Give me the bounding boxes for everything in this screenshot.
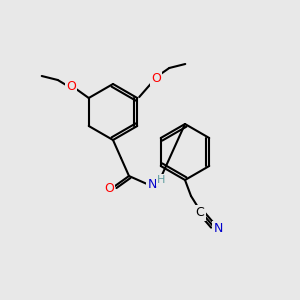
Text: N: N	[213, 223, 223, 236]
Text: C: C	[196, 206, 204, 220]
Text: H: H	[157, 175, 165, 185]
Text: O: O	[66, 80, 76, 92]
Text: N: N	[147, 178, 157, 190]
Text: O: O	[151, 71, 161, 85]
Text: O: O	[104, 182, 114, 194]
